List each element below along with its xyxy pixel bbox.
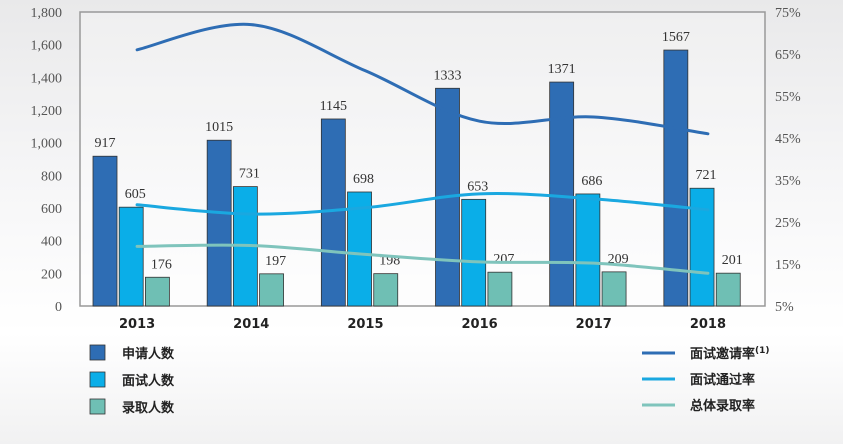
- y-left-tick-label: 600: [41, 202, 62, 217]
- x-tick-label: 2014: [233, 317, 269, 332]
- bar-1: [663, 49, 689, 307]
- line-series-2: [135, 192, 710, 216]
- data-label: 1333: [434, 68, 462, 83]
- bar-2: [461, 198, 487, 307]
- legend-label: 总体录取率: [690, 398, 755, 414]
- y-left-tick-label: 800: [41, 169, 62, 184]
- legend-label: 录取人数: [122, 400, 175, 416]
- bar-3: [601, 271, 627, 307]
- data-label: 176: [151, 257, 172, 272]
- bar-3: [373, 273, 399, 307]
- y-right-tick-label: 65%: [775, 48, 801, 63]
- bar-1: [206, 139, 232, 307]
- bar-2: [575, 193, 601, 307]
- y-left-tick-label: 1,400: [31, 71, 63, 86]
- y-left-tick-label: 1,000: [31, 137, 63, 152]
- data-label: 1015: [205, 120, 233, 135]
- y-left-tick-label: 1,200: [31, 104, 63, 119]
- data-label: 207: [493, 252, 514, 267]
- y-left-tick-label: 200: [41, 267, 62, 282]
- y-right-tick-label: 45%: [775, 132, 801, 147]
- line-series-1: [135, 22, 710, 136]
- y-right-tick-label: 35%: [775, 174, 801, 189]
- legend-label: 面试邀请率(1): [690, 346, 770, 362]
- y-left-tick-label: 1,600: [31, 39, 63, 54]
- bar-3: [715, 272, 741, 307]
- bar-3: [144, 276, 170, 307]
- y-left-tick-label: 400: [41, 235, 62, 250]
- data-label: 201: [722, 253, 743, 268]
- data-label: 698: [353, 172, 374, 187]
- plot-area: [79, 11, 766, 307]
- legend-swatch: [89, 344, 106, 361]
- data-label: 197: [265, 254, 286, 269]
- legend-label: 面试通过率: [690, 372, 755, 388]
- data-label: 1567: [662, 30, 690, 45]
- x-tick-label: 2013: [119, 317, 155, 332]
- data-label: 1371: [548, 62, 576, 77]
- bar-2: [689, 187, 715, 307]
- y-right-tick-label: 15%: [775, 258, 801, 273]
- line-series-3: [135, 243, 710, 275]
- y-right-tick-label: 75%: [775, 6, 801, 21]
- x-tick-label: 2015: [347, 317, 383, 332]
- y-left-tick-label: 0: [55, 300, 62, 315]
- x-tick-label: 2017: [576, 317, 612, 332]
- legend-label: 申请人数: [122, 346, 175, 362]
- bar-3: [259, 273, 284, 307]
- bar-1: [549, 81, 575, 307]
- x-tick-label: 2016: [461, 317, 497, 332]
- bar-3: [487, 271, 513, 307]
- data-label: 686: [581, 174, 602, 189]
- legend-swatch: [89, 398, 106, 415]
- y-left-tick-label: 1,800: [31, 6, 63, 21]
- data-label: 605: [125, 187, 146, 202]
- data-label: 721: [696, 168, 717, 183]
- data-label: 917: [95, 136, 116, 151]
- y-right-tick-label: 5%: [775, 300, 794, 315]
- x-tick-label: 2018: [690, 317, 726, 332]
- y-right-tick-label: 55%: [775, 90, 801, 105]
- legend-label: 面试人数: [122, 373, 175, 389]
- legend-swatch: [89, 371, 106, 388]
- bar-1: [92, 155, 118, 307]
- bar-2: [118, 206, 144, 307]
- bar-2: [347, 191, 372, 307]
- data-label: 731: [239, 167, 260, 182]
- bar-1: [320, 118, 346, 307]
- y-right-tick-label: 25%: [775, 216, 801, 231]
- data-label: 1145: [320, 99, 347, 114]
- data-label: 653: [467, 179, 488, 194]
